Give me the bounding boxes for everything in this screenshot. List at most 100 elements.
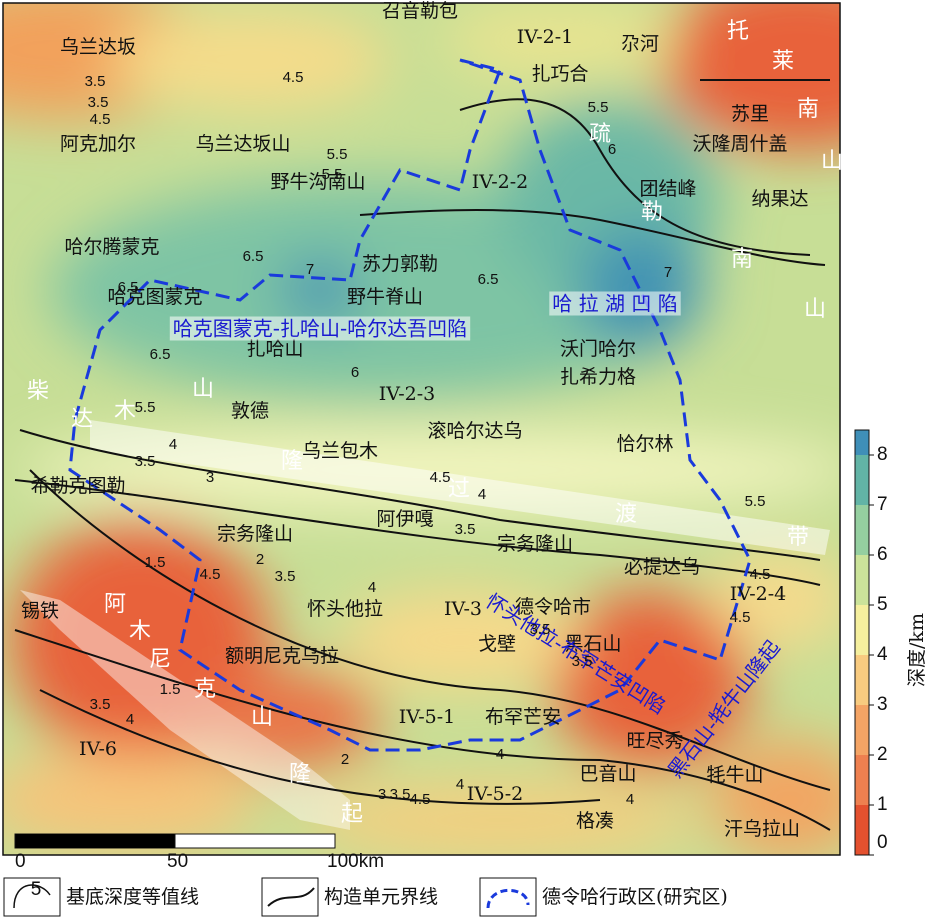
legend: [3, 877, 537, 917]
place-label: 乌兰达坂: [60, 36, 136, 58]
scalebar-label: 0: [15, 851, 26, 872]
contour-label: 4: [456, 776, 464, 793]
contour-label: 3.5: [90, 696, 111, 713]
study-area-boundary: [68, 58, 752, 752]
contour-label: 6.5: [243, 248, 264, 265]
place-label: 召音勒包: [382, 0, 458, 22]
unit-label-bg: [169, 316, 471, 341]
contour-label: 4: [478, 486, 486, 503]
contour-label: 3.5: [85, 73, 106, 90]
place-label: 尕河: [621, 33, 659, 55]
colorbar-tick-label: 8: [877, 444, 888, 465]
unit-label: 哈 拉 湖 凹 陷: [552, 292, 677, 316]
place-label: 野牛沟南山: [270, 171, 365, 193]
contour-label: 3.5: [88, 94, 109, 111]
place-label: IV-2-4: [730, 583, 787, 605]
region-letter: 托: [727, 19, 749, 44]
colorbar-band: [855, 555, 869, 605]
region-letter: 山: [821, 149, 843, 174]
depth-surface: [3, 3, 840, 855]
contour-label: 7: [664, 264, 672, 281]
place-label: 戈壁: [478, 633, 516, 655]
contour-label: 6: [608, 141, 616, 158]
contour-label: 4.5: [283, 69, 304, 86]
colorbar-tick-label: 5: [877, 594, 888, 615]
contour-label: 6.5: [150, 346, 171, 363]
colorbar-band: [855, 505, 869, 555]
contour-label: 1.5: [160, 681, 181, 698]
contour-label: 4.5: [430, 469, 451, 486]
place-label: 必提达乌: [624, 556, 700, 578]
contour-label: 2: [341, 751, 349, 768]
place-label: 额明尼克乌拉: [225, 645, 339, 667]
place-label: 德令哈市: [515, 596, 591, 618]
scalebar-label: 100km: [327, 851, 384, 872]
place-label: 希勒克图勒: [30, 475, 125, 497]
contour-label: 4: [126, 711, 134, 728]
place-label: 乌兰包木: [302, 440, 378, 462]
region-letter: 木: [114, 399, 136, 424]
place-label: IV-2-3: [379, 383, 436, 405]
place-label: 哈克图蒙克: [107, 286, 202, 308]
region-letter: 南: [731, 247, 753, 272]
contour-label: 3: [378, 786, 386, 803]
region-letter: 木: [129, 619, 151, 644]
place-label: 旺尽秀: [626, 730, 683, 752]
place-label: 汗乌拉山: [724, 818, 800, 840]
place-label: IV-5-2: [467, 783, 524, 805]
contour-label: 3.5: [135, 453, 156, 470]
place-label: 哈尔腾蒙克: [64, 236, 159, 258]
contour-label: 6.5: [478, 271, 499, 288]
legend-label: 德令哈行政区(研究区): [542, 886, 728, 908]
contour-label: 3.5: [530, 621, 551, 638]
contour-label: 3.5: [275, 568, 296, 585]
colorbar-band: [855, 705, 869, 755]
contour-label: 3: [206, 469, 214, 486]
place-label: 宗务隆山: [497, 533, 573, 555]
unit-label: 哈克图蒙克-扎哈山-哈尔达吾凹陷: [173, 317, 467, 341]
place-label: 阿克加尔: [60, 133, 136, 155]
place-label: 怀头他拉: [307, 598, 383, 620]
place-label: 滚哈尔达乌: [427, 420, 522, 442]
region-letter: 山: [251, 705, 273, 730]
region-letter: 克: [194, 677, 216, 702]
place-label: IV-3: [444, 598, 482, 620]
place-label: 格凑: [576, 810, 614, 832]
region-letter: 渡: [615, 502, 637, 527]
contour-label: 5.5: [327, 146, 348, 163]
colorbar-frame: [854, 429, 870, 856]
region-letter: 起: [341, 802, 363, 827]
contour-label: 1.5: [145, 554, 166, 571]
scalebar-label: 50: [167, 851, 188, 872]
contour-label: 4: [169, 436, 177, 453]
place-label: 野牛脊山: [347, 286, 423, 308]
place-label: 布罕芒安: [485, 706, 561, 728]
region-letter: 南: [797, 97, 819, 122]
legend-icon-label: 5: [31, 879, 42, 900]
colorbar-tick-label: 6: [877, 544, 888, 565]
colorbar-tick-label: 7: [877, 494, 888, 515]
colorbar-band: [855, 430, 869, 455]
unit-label-bg: [549, 291, 681, 316]
place-label: 牦牛山: [706, 764, 763, 786]
place-label: 苏里: [731, 103, 769, 125]
place-label: 扎哈山: [246, 338, 303, 360]
place-label: IV-6: [79, 738, 117, 760]
region-letter: 达: [71, 407, 93, 432]
place-label: IV-2-2: [472, 171, 529, 193]
region-letter: 阿: [104, 592, 126, 617]
region-letter: 隆: [289, 762, 311, 787]
place-label: 苏力郭勒: [362, 253, 438, 275]
region-letter: 莱: [772, 49, 794, 74]
contour-label: 4.5: [750, 566, 771, 583]
contour-label: 4: [368, 579, 376, 596]
colorbar-band: [855, 755, 869, 805]
contour-label: 4: [626, 791, 634, 808]
place-label: 沃隆周什盖: [692, 133, 787, 155]
place-label: 锡铁: [21, 600, 59, 622]
place-label: 阿伊嘎: [376, 508, 433, 530]
place-label: 纳果达: [751, 188, 808, 210]
region-letter: 隆: [281, 449, 303, 474]
place-label: 宗务隆山: [217, 523, 293, 545]
